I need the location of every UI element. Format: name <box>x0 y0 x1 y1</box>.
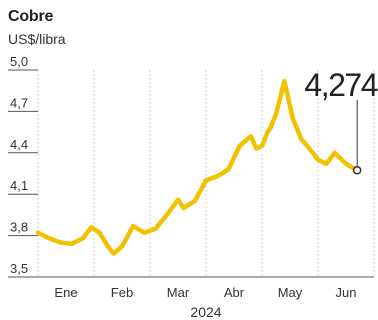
x-tick-label: Ene <box>54 285 77 300</box>
x-tick-label: Jun <box>336 285 357 300</box>
last-value-label: 4,274 <box>304 67 377 103</box>
year-label: 2024 <box>190 304 221 320</box>
chart-gridlines <box>37 70 375 277</box>
y-axis: 5,0 4,7 4,4 4,1 3,8 3,5 <box>8 54 38 278</box>
y-tick-label: 4,1 <box>10 178 28 193</box>
chart-unit-label: US$/libra <box>8 31 66 47</box>
x-tick-label: May <box>278 285 303 300</box>
y-tick-label: 5,0 <box>10 54 28 69</box>
chart-title: Cobre <box>8 8 54 25</box>
x-tick-label: Abr <box>224 285 245 300</box>
series-line <box>35 78 360 256</box>
price-series <box>35 78 360 256</box>
y-tick-label: 3,5 <box>10 261 28 276</box>
last-point-marker <box>352 165 362 175</box>
x-tick-label: Feb <box>111 285 133 300</box>
y-tick-label: 4,7 <box>10 95 28 110</box>
x-tick-label: Mar <box>167 285 190 300</box>
last-value-callout: 4,274 <box>304 67 378 175</box>
y-tick-label: 4,4 <box>10 137 28 152</box>
y-tick-label: 3,8 <box>10 220 28 235</box>
x-axis: Ene Feb Mar Abr May Jun 2024 <box>38 276 374 320</box>
